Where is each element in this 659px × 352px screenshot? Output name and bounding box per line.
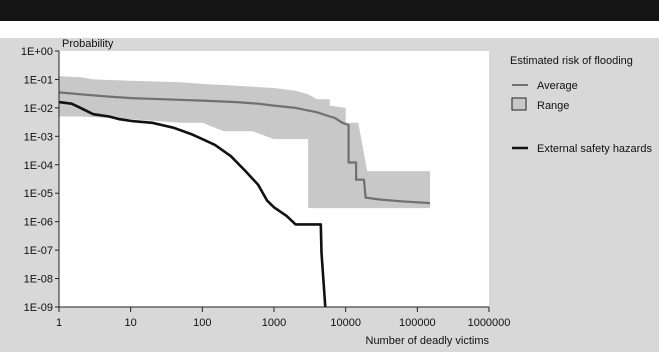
y-tick-label: 1E-04 (24, 160, 53, 172)
x-tick-label: 100000 (399, 317, 436, 329)
x-tick-label: 10000 (330, 317, 361, 329)
legend-label-range: Range (537, 100, 569, 112)
legend-label-average: Average (537, 80, 578, 92)
y-tick-label: 1E-02 (24, 103, 53, 115)
tick-layer: 1E+00 1E-01 1E-02 1E-03 1E-04 1E-05 1E-06 1E-07… (21, 46, 511, 329)
y-tick-label: 1E+00 (21, 46, 53, 58)
x-axis-label: Number of deadly victims (366, 335, 490, 347)
y-tick-label: 1E-05 (24, 188, 53, 200)
x-tick-label: 1000 (262, 317, 286, 329)
x-tick-label: 10 (125, 317, 137, 329)
y-tick-label: 1E-07 (24, 245, 53, 257)
legend-title: Estimated risk of flooding (510, 55, 633, 67)
series-line-average (58, 91, 431, 205)
y-tick-label: 1E-01 (24, 74, 53, 86)
x-tick-label: 1 (56, 317, 62, 329)
series-line-external-safety-hazards (58, 100, 327, 308)
range-band-layer (59, 76, 430, 209)
x-tick-label: 100 (193, 317, 211, 329)
legend-label-external: External safety hazards (537, 143, 652, 155)
top-bar (0, 0, 659, 21)
chart-svg: 1E+00 1E-01 1E-02 1E-03 1E-04 1E-05 1E-06 1E-07… (21, 38, 653, 347)
white-band (0, 21, 659, 38)
chart: 1E+00 1E-01 1E-02 1E-03 1E-04 1E-05 1E-06 1E-07… (0, 38, 659, 347)
series-line-layer (58, 91, 431, 308)
legend: Estimated risk of flooding Average Range… (510, 55, 652, 155)
y-tick-label: 1E-03 (24, 131, 53, 143)
legend-swatch-range (511, 97, 527, 111)
y-axis-label: Probability (62, 38, 114, 50)
y-tick-label: 1E-08 (24, 274, 53, 286)
y-tick-label: 1E-09 (24, 302, 53, 314)
x-tick-label: 1000000 (468, 317, 511, 329)
y-tick-label: 1E-06 (24, 217, 53, 229)
range-band (59, 76, 430, 209)
